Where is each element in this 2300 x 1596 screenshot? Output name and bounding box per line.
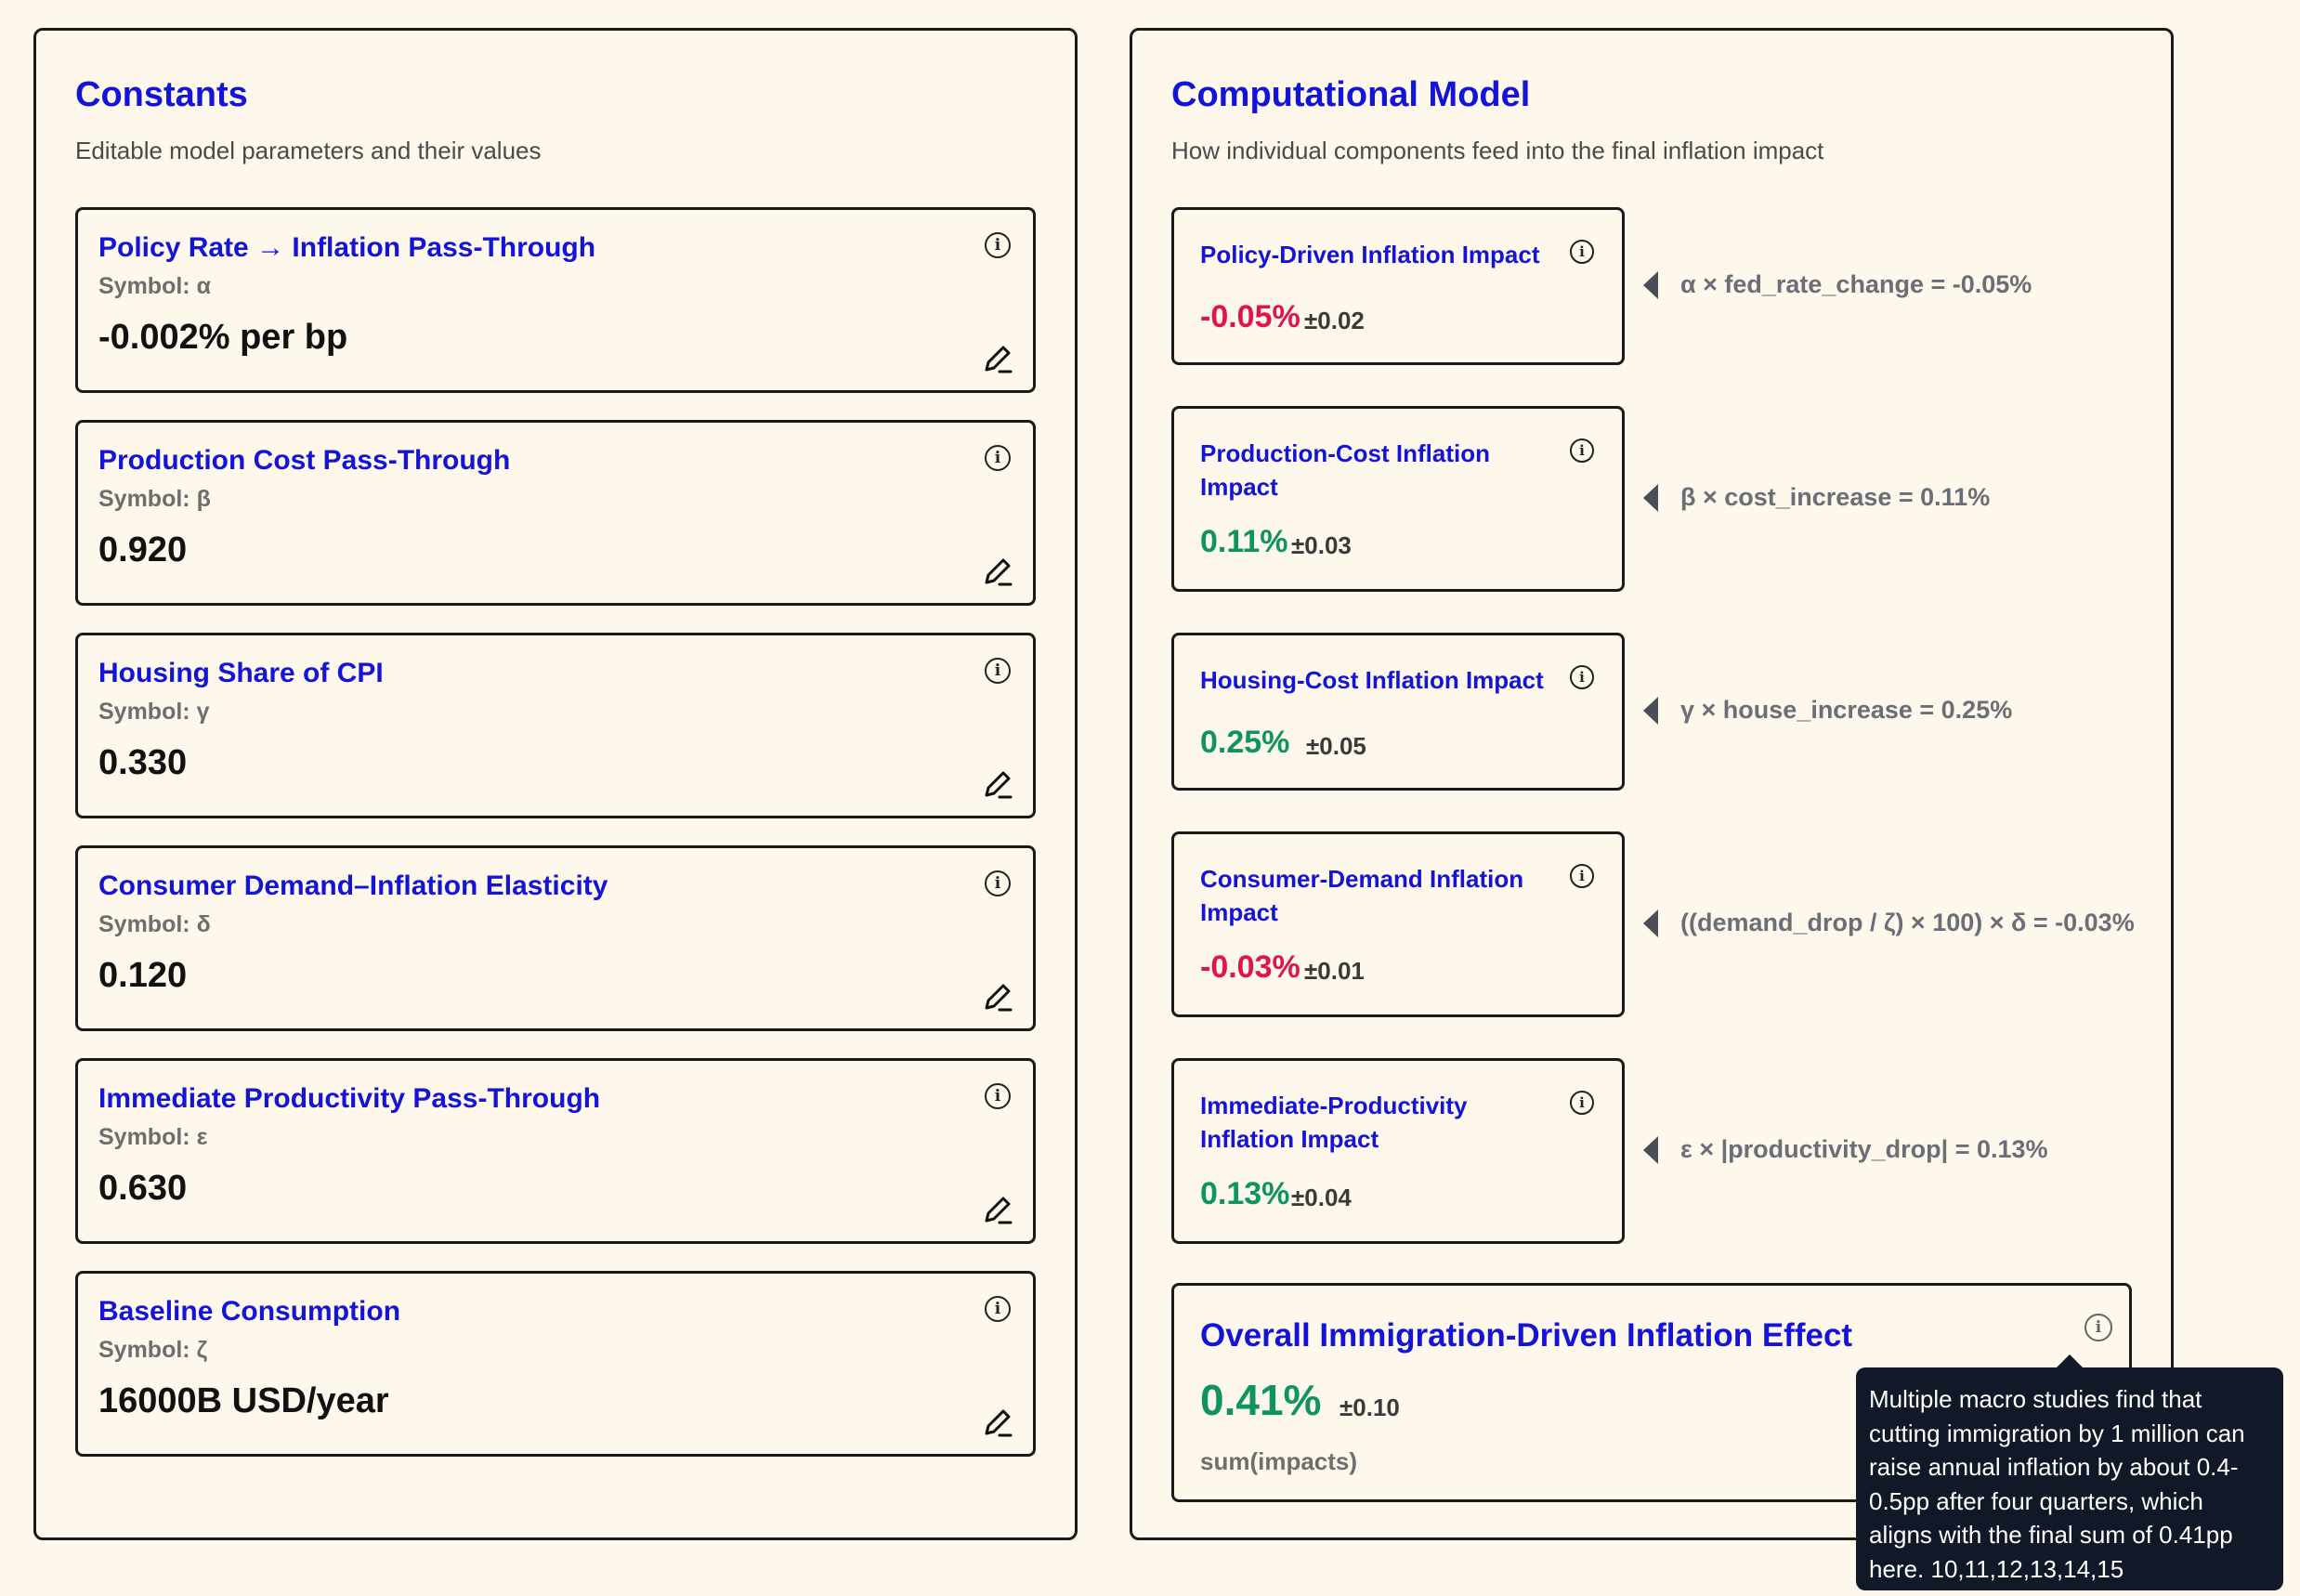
info-icon[interactable]: i	[1570, 864, 1594, 888]
caret-left-icon	[1643, 696, 1658, 725]
constants-panel: Constants Editable model parameters and …	[33, 28, 1078, 1540]
overall-formula: sum(impacts)	[1200, 1447, 1358, 1475]
impact-name: Production-Cost Inflation Impact	[1200, 439, 1490, 501]
info-icon[interactable]: i	[985, 658, 1011, 684]
constant-value: 0.120	[98, 956, 188, 995]
info-icon[interactable]: i	[985, 1296, 1011, 1322]
constant-name: Consumer Demand–Inflation Elasticity	[98, 870, 608, 901]
impact-error: ±0.02	[1304, 307, 1365, 334]
info-icon[interactable]: i	[985, 870, 1011, 896]
info-icon[interactable]: i	[1570, 1091, 1594, 1115]
info-icon[interactable]: i	[1570, 438, 1594, 463]
impact-error: ±0.05	[1306, 732, 1366, 760]
impact-value: 0.25%	[1200, 725, 1290, 760]
impact-name: Policy-Driven Inflation Impact	[1200, 241, 1540, 268]
formula-text: β × cost_increase = 0.11%	[1680, 483, 1991, 511]
constants-title: Constants	[75, 75, 248, 114]
overall-name: Overall Immigration-Driven Inflation Eff…	[1200, 1317, 1853, 1354]
overall-value: 0.41%	[1200, 1376, 1322, 1424]
formula-text: ((demand_drop / ζ) × 100) × δ = -0.03%	[1680, 909, 2135, 936]
constant-name: Policy Rate → Inflation Pass-Through	[98, 232, 596, 263]
impact-value: -0.03%	[1200, 949, 1300, 985]
info-icon[interactable]: i	[1570, 240, 1594, 264]
constant-name: Baseline Consumption	[98, 1296, 401, 1327]
formula-text: ε × |productivity_drop| = 0.13%	[1680, 1135, 2048, 1163]
caret-left-icon	[1643, 1135, 1658, 1164]
constant-card-gamma: Housing Share of CPI Symbol: γ 0.330 i	[75, 633, 1036, 818]
constant-value: -0.002% per bp	[98, 318, 348, 357]
impact-value: 0.13%	[1200, 1176, 1290, 1211]
constant-name: Production Cost Pass-Through	[98, 445, 511, 476]
constant-card-zeta: Baseline Consumption Symbol: ζ 16000B US…	[75, 1271, 1036, 1457]
impact-formula: ε × |productivity_drop| = 0.13%	[1643, 1135, 2048, 1164]
constants-subtitle: Editable model parameters and their valu…	[75, 137, 542, 164]
constant-symbol: Symbol: β	[98, 486, 211, 512]
impact-card-consumer-demand: Consumer-Demand Inflation Impact i -0.03…	[1171, 831, 1625, 1017]
info-icon[interactable]: i	[1570, 665, 1594, 689]
model-title: Computational Model	[1171, 75, 1531, 114]
tooltip-arrow	[2057, 1354, 2083, 1367]
pencil-icon[interactable]	[979, 1404, 1016, 1441]
info-icon[interactable]: i	[985, 445, 1011, 471]
info-icon[interactable]: i	[985, 232, 1011, 258]
caret-left-icon	[1643, 270, 1658, 299]
constant-card-alpha: Policy Rate → Inflation Pass-Through Sym…	[75, 207, 1036, 393]
constant-value: 0.920	[98, 530, 188, 569]
impact-card-policy: Policy-Driven Inflation Impact i -0.05% …	[1171, 207, 1625, 365]
impact-formula: α × fed_rate_change = -0.05%	[1643, 270, 2032, 299]
impact-name: Consumer-Demand Inflation Impact	[1200, 865, 1524, 926]
constant-symbol: Symbol: ε	[98, 1124, 208, 1150]
model-panel: Computational Model How individual compo…	[1130, 28, 2174, 1540]
impact-error: ±0.01	[1304, 957, 1365, 985]
info-icon[interactable]: i	[985, 1083, 1011, 1109]
impact-card-productivity: Immediate-Productivity Inflation Impact …	[1171, 1058, 1625, 1244]
model-subtitle: How individual components feed into the …	[1171, 137, 1824, 164]
impact-error: ±0.04	[1291, 1184, 1352, 1211]
impact-card-housing: Housing-Cost Inflation Impact i 0.25% ±0…	[1171, 633, 1625, 791]
info-tooltip: Multiple macro studies find that cutting…	[1856, 1367, 2283, 1590]
formula-text: γ × house_increase = 0.25%	[1680, 696, 2013, 724]
formula-text: α × fed_rate_change = -0.05%	[1680, 270, 2032, 298]
info-icon[interactable]: i	[2084, 1314, 2112, 1341]
impact-formula: ((demand_drop / ζ) × 100) × δ = -0.03%	[1643, 909, 2135, 937]
constant-symbol: Symbol: δ	[98, 911, 211, 937]
impact-formula: β × cost_increase = 0.11%	[1643, 483, 1990, 512]
impact-error: ±0.03	[1291, 531, 1352, 559]
constant-card-delta: Consumer Demand–Inflation Elasticity Sym…	[75, 845, 1036, 1031]
overall-error: ±0.10	[1339, 1393, 1400, 1421]
impact-formula: γ × house_increase = 0.25%	[1643, 696, 2012, 725]
constant-symbol: Symbol: γ	[98, 699, 210, 725]
constant-symbol: Symbol: α	[98, 273, 211, 299]
impact-name: Housing-Cost Inflation Impact	[1200, 666, 1544, 694]
constant-value: 16000B USD/year	[98, 1381, 389, 1420]
impact-value: 0.11%	[1200, 524, 1288, 559]
constant-card-beta: Production Cost Pass-Through Symbol: β 0…	[75, 420, 1036, 606]
caret-left-icon	[1643, 909, 1658, 937]
constant-value: 0.330	[98, 743, 188, 782]
pencil-icon[interactable]	[979, 553, 1016, 590]
pencil-icon[interactable]	[979, 978, 1016, 1015]
constant-card-epsilon: Immediate Productivity Pass-Through Symb…	[75, 1058, 1036, 1244]
constant-name: Housing Share of CPI	[98, 658, 384, 688]
constant-name: Immediate Productivity Pass-Through	[98, 1083, 601, 1114]
impact-value: -0.05%	[1200, 299, 1300, 334]
constant-symbol: Symbol: ζ	[98, 1337, 208, 1363]
impact-card-production: Production-Cost Inflation Impact i 0.11%…	[1171, 406, 1625, 592]
pencil-icon[interactable]	[979, 1191, 1016, 1228]
impact-name: Immediate-Productivity Inflation Impact	[1200, 1092, 1468, 1153]
caret-left-icon	[1643, 483, 1658, 512]
pencil-icon[interactable]	[979, 340, 1016, 377]
constant-value: 0.630	[98, 1169, 188, 1208]
pencil-icon[interactable]	[979, 765, 1016, 803]
